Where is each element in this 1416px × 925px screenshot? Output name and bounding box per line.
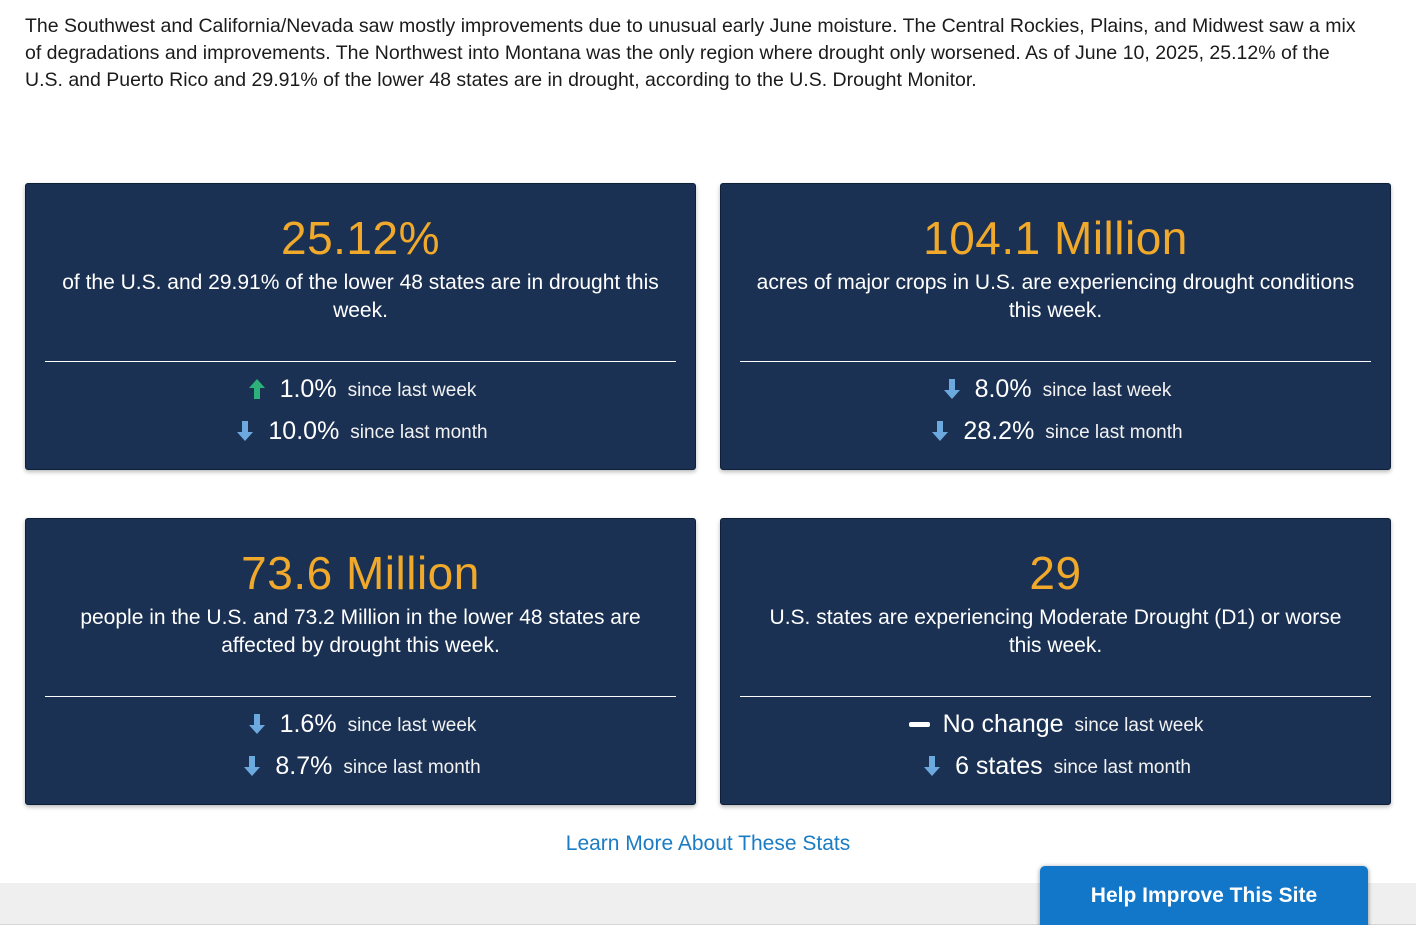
- divider: [45, 361, 676, 362]
- change-value: 8.0%: [974, 375, 1032, 403]
- divider: [740, 696, 1371, 697]
- stat-changes: 8.0% since last week 28.2% since last mo…: [928, 375, 1183, 445]
- change-label: since last week: [1074, 715, 1204, 736]
- change-since-last-week: 1.0% since last week: [233, 375, 487, 403]
- change-label: since last month: [1045, 422, 1183, 443]
- change-value: 6 states: [955, 752, 1043, 780]
- change-since-last-week: 8.0% since last week: [928, 375, 1182, 403]
- stat-description: acres of major crops in U.S. are experie…: [756, 271, 1355, 322]
- stat-value: 104.1 Million: [923, 212, 1188, 264]
- change-value: 8.7%: [275, 752, 333, 780]
- arrow-down-icon: [240, 754, 264, 778]
- learn-more-link[interactable]: Learn More About These Stats: [565, 832, 851, 855]
- change-since-last-month: 8.7% since last month: [240, 752, 481, 780]
- change-label: since last week: [1042, 380, 1172, 401]
- stat-value: 73.6 Million: [241, 547, 480, 599]
- change-label: since last week: [347, 380, 477, 401]
- stat-card-crop-acres: 104.1 Million acres of major crops in U.…: [720, 183, 1391, 470]
- change-since-last-week: 1.6% since last week: [240, 710, 480, 738]
- stat-changes: No change since last week 6 states since…: [908, 710, 1204, 780]
- change-value: 28.2%: [963, 417, 1035, 445]
- stat-value: 25.12%: [280, 212, 440, 264]
- stat-description: people in the U.S. and 73.2 Million in t…: [80, 606, 641, 657]
- change-value: 1.6%: [279, 710, 337, 738]
- arrow-down-icon: [245, 712, 269, 736]
- change-since-last-week: No change since last week: [908, 710, 1204, 738]
- change-value: 10.0%: [268, 417, 340, 445]
- change-since-last-month: 6 states since last month: [908, 752, 1204, 780]
- change-label: since last week: [347, 715, 477, 736]
- change-since-last-month: 28.2% since last month: [928, 417, 1183, 445]
- change-value: 1.0%: [279, 375, 337, 403]
- stat-card-people-affected: 73.6 Million people in the U.S. and 73.2…: [25, 518, 696, 805]
- stat-description: of the U.S. and 29.91% of the lower 48 s…: [62, 271, 659, 322]
- stat-description: U.S. states are experiencing Moderate Dr…: [769, 606, 1342, 657]
- intro-paragraph: The Southwest and California/Nevada saw …: [25, 15, 1356, 91]
- change-label: since last month: [350, 422, 488, 443]
- drought-stat-cards: 25.12% of the U.S. and 29.91% of the low…: [25, 183, 1391, 805]
- arrow-down-icon: [928, 419, 952, 443]
- change-value: No change: [942, 710, 1064, 738]
- no-change-dash-icon: [908, 712, 932, 736]
- change-since-last-month: 10.0% since last month: [233, 417, 488, 445]
- change-label: since last month: [1053, 757, 1191, 778]
- arrow-down-icon: [920, 754, 944, 778]
- arrow-down-icon: [940, 377, 964, 401]
- stat-changes: 1.6% since last week 8.7% since last mon…: [240, 710, 481, 780]
- divider: [45, 696, 676, 697]
- change-label: since last month: [343, 757, 481, 778]
- stat-value: 29: [1029, 547, 1082, 599]
- arrow-up-icon: [245, 377, 269, 401]
- divider: [740, 361, 1371, 362]
- help-improve-site-button[interactable]: Help Improve This Site: [1040, 866, 1368, 925]
- stat-card-us-percent: 25.12% of the U.S. and 29.91% of the low…: [25, 183, 696, 470]
- learn-more-container: Learn More About These Stats: [25, 832, 1391, 856]
- stat-card-states-d1: 29 U.S. states are experiencing Moderate…: [720, 518, 1391, 805]
- stat-changes: 1.0% since last week 10.0% since last mo…: [233, 375, 488, 445]
- arrow-down-icon: [233, 419, 257, 443]
